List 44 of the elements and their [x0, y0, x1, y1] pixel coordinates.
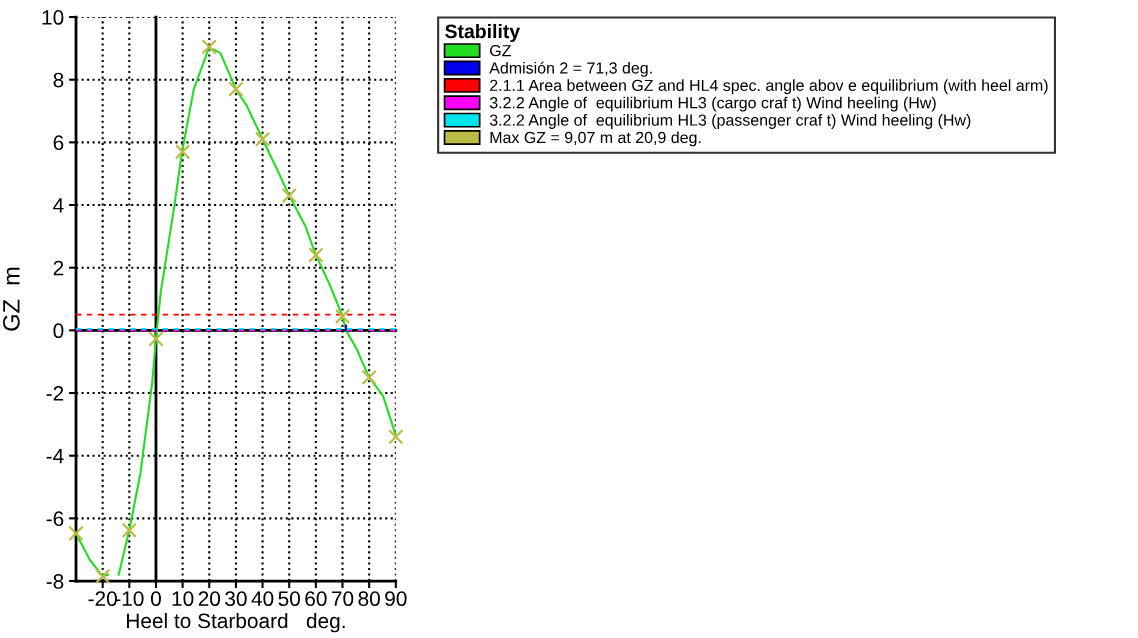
point [361, 369, 377, 386]
legend-label: 3.2.2 Angle of equilibrium HL3 (passenger craf t) Wind heeling (Hw) [489, 114, 971, 129]
y-tick-label: -6 [46, 511, 64, 527]
y-tick-label: 0 [53, 323, 64, 339]
point [281, 187, 297, 204]
x-tick-label: 60 [305, 591, 327, 607]
legend-label: GZ [490, 44, 511, 57]
x-tick-label: 80 [358, 591, 380, 607]
point [308, 247, 324, 263]
x-tick-label: -20 [88, 591, 117, 607]
x-tick-label: -10 [115, 591, 144, 607]
x-tick-label: 30 [225, 591, 247, 607]
x-axis-title: Heel to Starboard deg. [127, 612, 345, 633]
legend-label: Admisión 2 = 71,3 deg. [489, 61, 652, 77]
point [228, 81, 244, 97]
x-tick-label: 90 [385, 591, 407, 607]
point [174, 144, 191, 160]
point [334, 308, 351, 324]
y-tick-label: 4 [53, 198, 64, 213]
y-tick-label: 6 [53, 135, 64, 151]
point [201, 39, 217, 55]
legend-title: Stability [445, 23, 521, 43]
x-tick-label: 70 [331, 591, 354, 607]
y-axis-title: GZ m [2, 267, 20, 331]
y-tick-label: -2 [46, 386, 64, 401]
y-tick-label: -8 [46, 574, 64, 589]
point [388, 429, 404, 445]
x-tick-label: 10 [172, 591, 194, 607]
x-tick-label: 50 [278, 591, 300, 607]
legend-label: Max GZ = 9,07 m at 20,9 deg. [490, 131, 701, 147]
x-tick-label: 40 [251, 591, 274, 607]
point [254, 131, 271, 147]
legend-label: 2.1.1 Area between GZ and HL4 spec. angle abov e equilibrium (with heel arm) [490, 79, 1048, 95]
point [148, 331, 164, 347]
y-tick-label: 8 [53, 72, 64, 88]
point [94, 568, 111, 585]
point [68, 525, 84, 542]
y-tick-label: -4 [46, 448, 64, 464]
x-tick-label: 0 [150, 591, 161, 607]
x-tick-label: 20 [198, 591, 221, 607]
y-tick-label: 2 [53, 260, 64, 276]
legend-label: 3.2.2 Angle of equilibrium HL3 (cargo craf t) Wind heeling (Hw) [489, 96, 936, 112]
point [121, 522, 138, 538]
y-tick-label: 10 [42, 10, 64, 25]
